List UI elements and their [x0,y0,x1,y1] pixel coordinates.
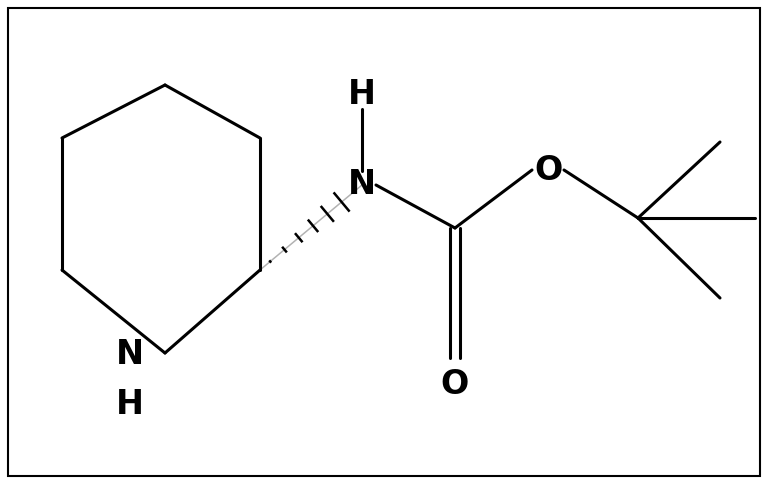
Text: H: H [348,78,376,111]
Text: O: O [441,368,469,402]
Text: N: N [348,168,376,201]
Text: O: O [534,153,562,186]
Text: H: H [116,389,144,422]
Text: N: N [116,338,144,372]
